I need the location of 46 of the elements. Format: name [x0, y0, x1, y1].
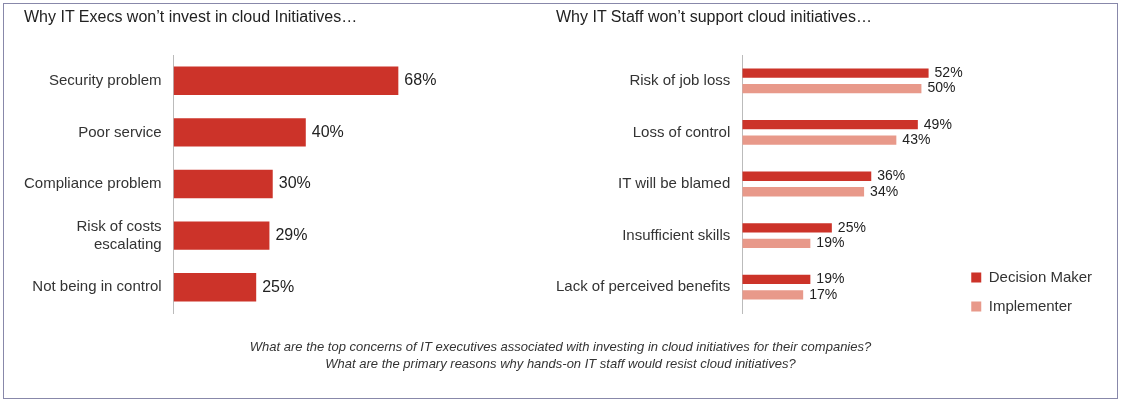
y-tick-label: Lack of perceived benefits — [555, 277, 731, 295]
data-label: 43% — [902, 131, 931, 147]
data-label: 30% — [278, 174, 311, 192]
y-tick-label: Risk of costs escalating — [76, 216, 162, 252]
y-tick-label: Poor service — [78, 122, 162, 140]
bar — [742, 290, 804, 300]
bar — [173, 221, 270, 250]
data-label: 25% — [262, 277, 295, 295]
data-label: 29% — [275, 226, 308, 244]
data-label: 25% — [837, 218, 866, 235]
y-tick-label: Loss of control — [632, 122, 731, 140]
bar — [173, 273, 257, 302]
data-label: 50% — [927, 79, 956, 96]
legend-label: Decision Maker — [988, 267, 1093, 285]
text: What are the primary reasons why hands-on IT staff would resist cloud initiatives? — [324, 355, 797, 372]
text: What are the top concerns of IT executives associated with investing in cloud initiatives for their companies? — [248, 338, 873, 355]
bar — [742, 135, 897, 145]
data-label: 19% — [816, 270, 845, 287]
bar — [742, 120, 918, 130]
y-tick-label: Not being in control — [32, 277, 162, 295]
bar — [742, 187, 865, 197]
chart-title: Why IT Execs won’t invest in cloud Initiatives… — [23, 8, 359, 27]
y-tick-label: Risk of job loss — [629, 70, 731, 88]
legend-label: Implementer — [988, 296, 1073, 314]
bar — [742, 274, 811, 285]
y-tick-label: Security problem — [49, 70, 162, 88]
data-label: 68% — [404, 71, 437, 89]
bar — [742, 83, 922, 94]
data-label: 40% — [311, 122, 344, 140]
data-label: 52% — [934, 63, 963, 80]
bar — [173, 118, 306, 147]
y-tick-label: Insufficient skills — [622, 225, 731, 243]
data-label: 34% — [870, 182, 899, 199]
bar — [742, 68, 929, 78]
y-tick-label: IT will be blamed — [617, 174, 731, 192]
bar — [742, 223, 832, 233]
y-tick-label: Compliance problem — [23, 174, 162, 192]
chart-title: Why IT Staff won’t support cloud initiatives… — [555, 8, 873, 27]
data-label: 49% — [923, 115, 952, 132]
data-label: 17% — [809, 285, 838, 302]
bar — [742, 238, 811, 248]
data-label: 36% — [877, 167, 906, 184]
data-label: 19% — [816, 234, 845, 251]
bar — [173, 66, 399, 95]
bar — [742, 171, 872, 181]
bar — [173, 169, 273, 199]
